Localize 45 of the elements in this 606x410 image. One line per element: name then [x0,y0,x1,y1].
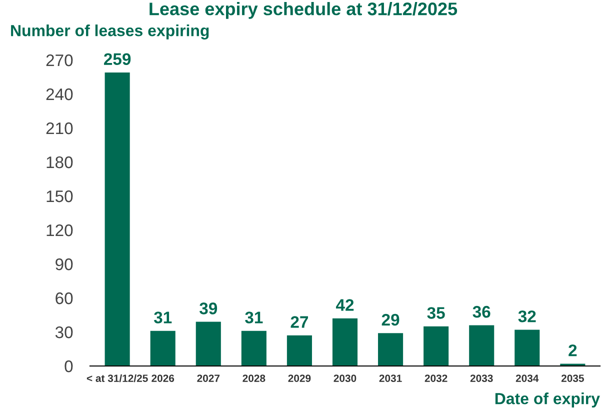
data-label: 259 [104,53,131,66]
bar [469,325,494,366]
bar [514,330,540,366]
y-tick-label: 240 [46,88,73,100]
data-label: 36 [472,306,490,318]
x-tick-label: 2026 [152,374,174,382]
data-label: 2 [568,344,577,356]
data-label: 31 [154,312,172,324]
data-label: 29 [382,314,400,326]
bar [241,330,266,366]
data-label: 35 [427,307,445,319]
data-label: 42 [336,299,354,311]
bar [104,72,130,366]
chart-title: Lease expiry schedule at 31/12/2025 [150,2,458,19]
x-tick-label: 2027 [197,374,220,382]
x-tick-label: 2028 [242,374,266,382]
x-axis-title: Date of expiry [495,392,600,408]
bar [378,333,404,366]
x-tick-label: 2034 [516,374,539,382]
x-tick-label: 2030 [334,374,356,382]
y-axis-title: Number of leases expiring [11,24,209,40]
data-label: 39 [200,302,218,314]
y-tick-label: 120 [46,224,73,236]
x-tick-label: 2032 [424,374,448,382]
bar [150,330,176,366]
bar [332,318,358,366]
bar [286,335,312,366]
y-tick-label: 60 [56,292,73,304]
x-tick-label: 2031 [379,374,402,382]
data-label: 31 [245,312,263,324]
bar [424,326,449,366]
y-tick-label: 90 [56,258,73,270]
y-tick-label: 0 [64,360,73,372]
y-tick-label: 30 [55,326,73,338]
y-tick-label: 210 [46,122,73,134]
data-label: 27 [290,316,308,328]
x-tick-label: 2033 [470,374,493,382]
x-tick-label: 2029 [288,374,311,382]
y-tick-label: 180 [46,156,73,168]
x-tick-label: < at 31/12/25 [86,374,148,382]
x-tick-label: 2035 [561,374,584,382]
y-tick-label: 150 [46,190,73,202]
data-label: 32 [518,310,536,322]
y-tick-label: 270 [46,54,73,66]
bar [196,322,221,366]
